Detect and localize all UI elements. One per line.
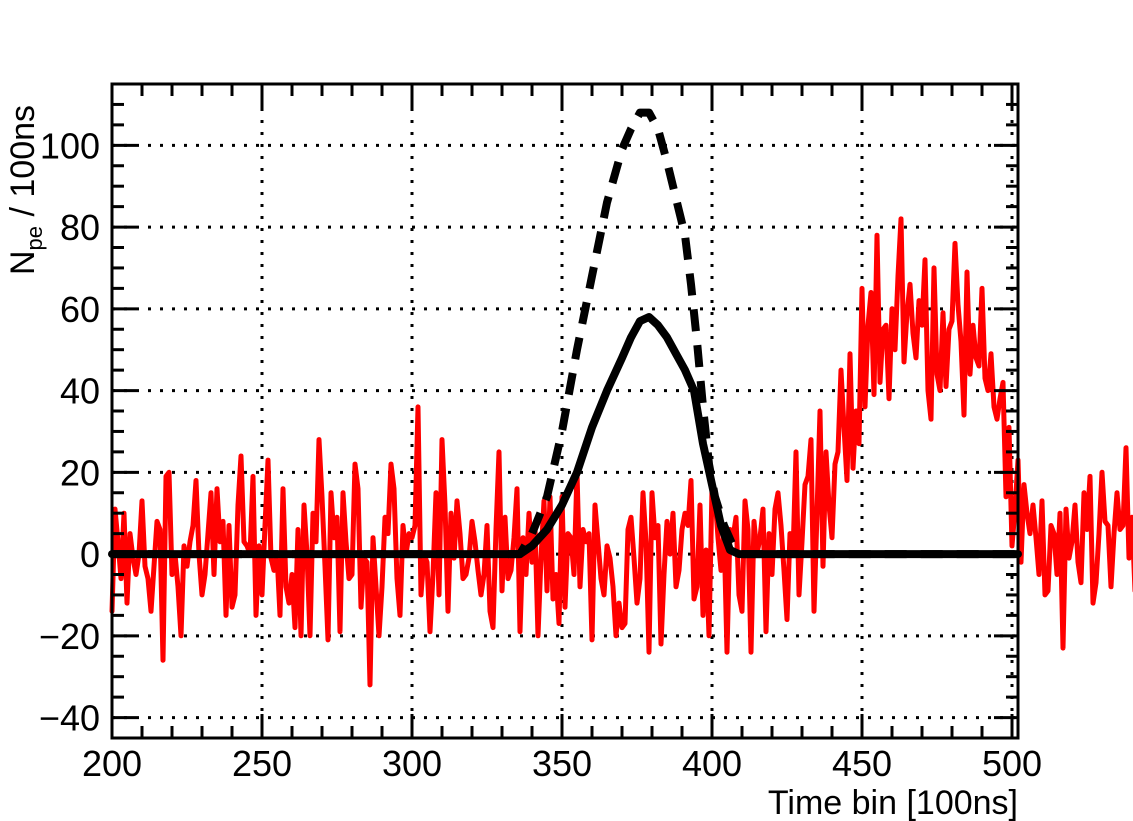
x-tick-label: 250 bbox=[232, 743, 292, 784]
x-tick-label: 200 bbox=[82, 743, 142, 784]
y-tick-label: 100 bbox=[40, 125, 100, 166]
y-tick-label: 40 bbox=[60, 371, 100, 412]
x-axis-title: Time bin [100ns] bbox=[768, 784, 1018, 821]
x-tick-label: 300 bbox=[382, 743, 442, 784]
x-tick-label: 400 bbox=[682, 743, 742, 784]
series-layer bbox=[108, 108, 1133, 688]
x-tick-label: 500 bbox=[982, 743, 1042, 784]
frame-layer bbox=[110, 82, 1020, 740]
x-tick-label: 350 bbox=[532, 743, 592, 784]
series-line-solid-fit bbox=[108, 313, 1022, 559]
y-tick-label: 60 bbox=[60, 289, 100, 330]
y-tick-label: −40 bbox=[39, 698, 100, 739]
tick-label-layer: 200 250 300 350 400 450 500 −40 −20 0 20 40 60 80 100 bbox=[39, 125, 1042, 784]
y-tick-label: 0 bbox=[80, 534, 100, 575]
series-line-noisy-signal bbox=[109, 216, 1133, 688]
y-axis-title-suffix: / 100ns bbox=[4, 105, 42, 226]
y-axis-title-main: N bbox=[4, 250, 42, 275]
y-tick-label: −20 bbox=[39, 616, 100, 657]
y-axis-title-subscript: pe bbox=[22, 226, 47, 250]
y-axis-title: Npe / 100ns bbox=[4, 105, 47, 275]
x-tick-label: 450 bbox=[832, 743, 892, 784]
y-tick-label: 80 bbox=[60, 207, 100, 248]
y-tick-label: 20 bbox=[60, 452, 100, 493]
